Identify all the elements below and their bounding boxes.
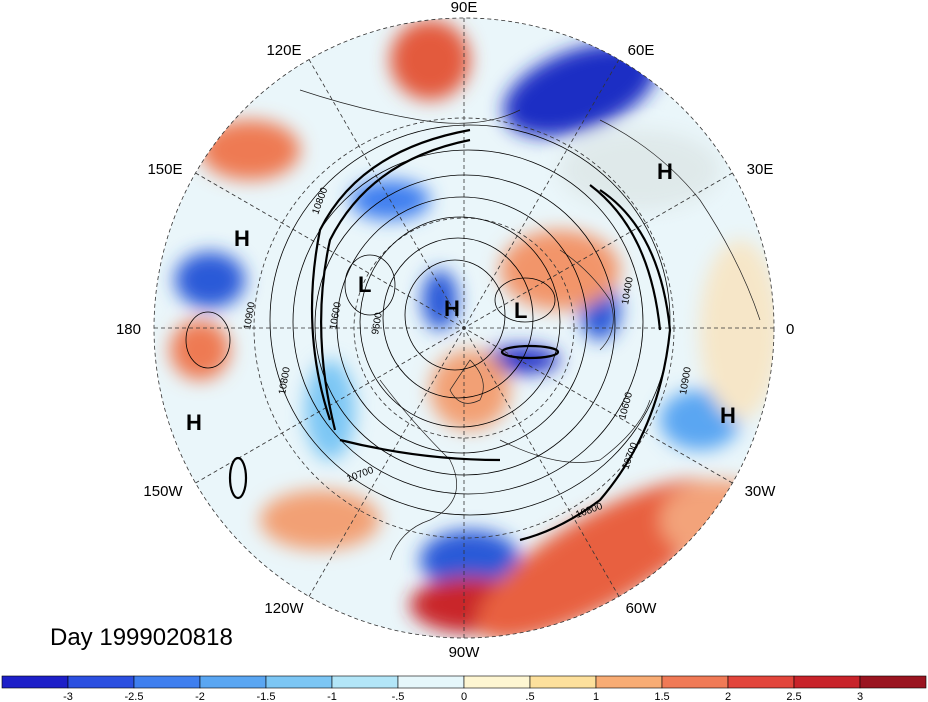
colorbar-tick-label: 1.5 (654, 691, 669, 702)
low-center: L (514, 298, 527, 323)
lon-label-30w: 30W (745, 483, 777, 500)
colorbar-swatch (67, 675, 135, 689)
colorbar-swatch (859, 675, 927, 689)
contour-label: 10600 (328, 301, 344, 331)
colorbar-tick-label: -1.5 (257, 691, 276, 702)
contour-label: 10800 (277, 366, 293, 396)
anomaly-shading (154, 18, 774, 638)
colorbar-tick-label: 0 (461, 691, 467, 702)
colorbar-swatch (265, 675, 333, 689)
colorbar-swatch (661, 675, 729, 689)
height-contours (185, 124, 672, 542)
lon-label-90w: 90W (449, 644, 481, 661)
high-center: H (186, 410, 202, 435)
colorbar-swatch (331, 675, 399, 689)
contour-label: 10900 (678, 366, 694, 396)
longitude-labels: 90E 60E 30E 0 30W 60W 90W 120W 150W 180 … (116, 0, 794, 661)
contour-label: 10900 (242, 301, 258, 331)
colorbar-swatch (727, 675, 795, 689)
lon-label-150w: 150W (143, 483, 183, 500)
low-center: L (358, 272, 371, 297)
high-center: H (444, 296, 460, 321)
pressure-centers: H H H H H L L (186, 159, 736, 435)
colorbar-tick-label: .5 (525, 691, 534, 702)
contour-label: 10400 (620, 276, 636, 306)
lon-label-180: 180 (116, 321, 141, 338)
date-title: Day 1999020818 (50, 624, 233, 651)
lon-label-90e: 90E (451, 0, 478, 16)
colorbar-tick-label: -2 (195, 691, 205, 702)
graticule (153, 17, 775, 639)
colorbar-tick-label: -.5 (392, 691, 405, 702)
colorbar-swatch (397, 675, 465, 689)
lon-label-30e: 30E (747, 161, 774, 178)
lon-label-60w: 60W (626, 600, 658, 617)
colorbar-tick-label: 3 (857, 691, 863, 702)
contour-label: 9600 (370, 311, 385, 335)
colorbar-tick-label: -2.5 (125, 691, 144, 702)
high-center: H (720, 403, 736, 428)
colorbar-tick-label: -1 (327, 691, 337, 702)
colorbar-tick-label: 2.5 (786, 691, 801, 702)
lon-label-120e: 120E (266, 42, 301, 59)
colorbar-swatch (463, 675, 531, 689)
lon-label-150e: 150E (147, 161, 182, 178)
lon-label-60e: 60E (628, 42, 655, 59)
colorbar-swatch (595, 675, 663, 689)
colorbar-swatch (793, 675, 861, 689)
lon-label-0: 0 (786, 321, 794, 338)
lon-label-120w: 120W (264, 600, 304, 617)
colorbar-swatch (529, 675, 597, 689)
colorbar-tick-label: 1 (593, 691, 599, 702)
high-center: H (234, 226, 250, 251)
colorbar-swatch (1, 675, 69, 689)
high-center: H (657, 159, 673, 184)
colorbar-swatch (133, 675, 201, 689)
colorbar-tick-label: -3 (63, 691, 73, 702)
colorbar-tick-label: 2 (725, 691, 731, 702)
colorbar-swatch (199, 675, 267, 689)
colorbar: -3 -2.5 -2 -1.5 -1 -.5 0 .5 1 1.5 2 2.5 3 (1, 675, 927, 702)
